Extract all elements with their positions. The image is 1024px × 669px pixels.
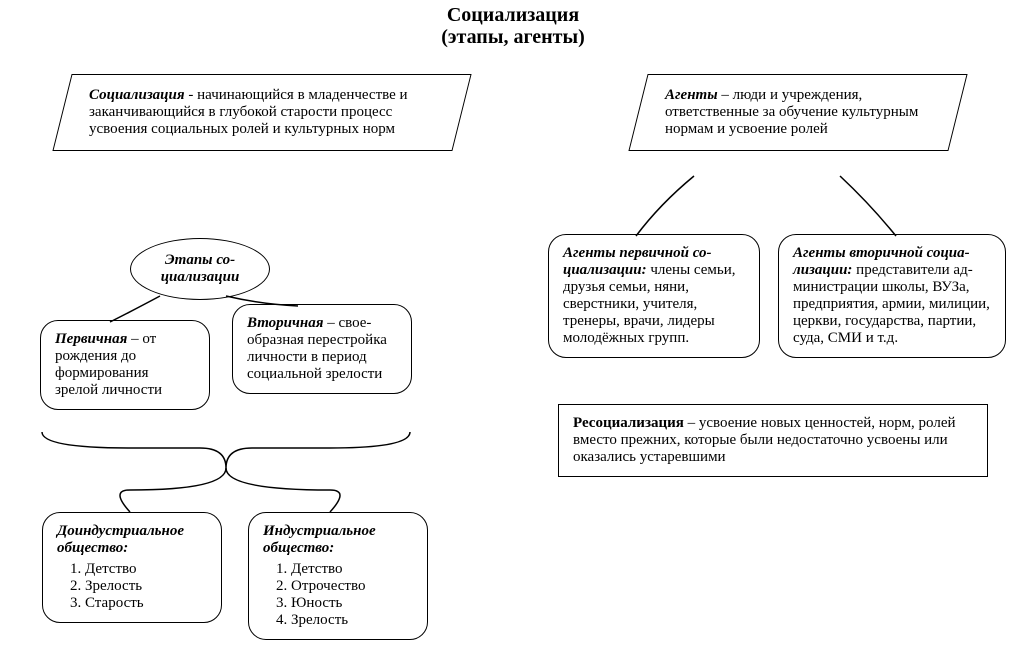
trapezoid-agents: Агенты – люди и учреждения, ответственны…: [628, 74, 967, 151]
term-industrial: Индустриальное общество:: [263, 523, 413, 557]
bubble-primary: Первичная – от рождения до формирования …: [40, 320, 210, 410]
bubble-agents-secondary: Агенты вторичной социа­лизации: представ…: [778, 234, 1006, 358]
list-item: Отрочество: [291, 578, 413, 595]
term-agents: Агенты: [665, 87, 718, 103]
list-item: Детство: [85, 561, 207, 578]
term-socialization: Социализация: [89, 87, 185, 103]
bubble-agents-primary: Агенты первичной со­циализации: члены се…: [548, 234, 760, 358]
list-industrial: Детство Отрочество Юность Зрелость: [263, 561, 413, 629]
trapezoid-socialization-inner: Социализация - начинающийся в младен­чес…: [89, 87, 435, 138]
rect-resocialization: Ресоциализация – усвоение новых ценносте…: [558, 404, 988, 477]
term-resocialization: Ресоциализация: [573, 415, 684, 431]
bubble-industrial: Индустриальное общество: Детство Отрочес…: [248, 512, 428, 640]
list-preindustrial: Детство Зрелость Старость: [57, 561, 207, 612]
list-item: Юность: [291, 595, 413, 612]
ellipse-stages-label: Этапы со­циализации: [137, 252, 263, 286]
page-title-line2: (этапы, агенты): [358, 26, 668, 49]
ellipse-stages: Этапы со­циализации: [130, 238, 270, 300]
term-primary: Первичная: [55, 331, 127, 347]
bubble-preindustrial: Доиндустриаль­ное общество: Детство Зрел…: [42, 512, 222, 623]
list-item: Зрелость: [85, 578, 207, 595]
trapezoid-socialization: Социализация - начинающийся в младен­чес…: [52, 74, 471, 151]
bubble-secondary: Вторичная – свое­образная пере­стройка л…: [232, 304, 412, 394]
page-title-line1: Социализация: [358, 4, 668, 27]
trapezoid-agents-inner: Агенты – люди и учреждения, ответственны…: [665, 87, 931, 138]
list-item: Зрелость: [291, 612, 413, 629]
term-secondary: Вторичная: [247, 315, 323, 331]
term-preindustrial: Доиндустриаль­ное общество:: [57, 523, 207, 557]
list-item: Детство: [291, 561, 413, 578]
list-item: Старость: [85, 595, 207, 612]
